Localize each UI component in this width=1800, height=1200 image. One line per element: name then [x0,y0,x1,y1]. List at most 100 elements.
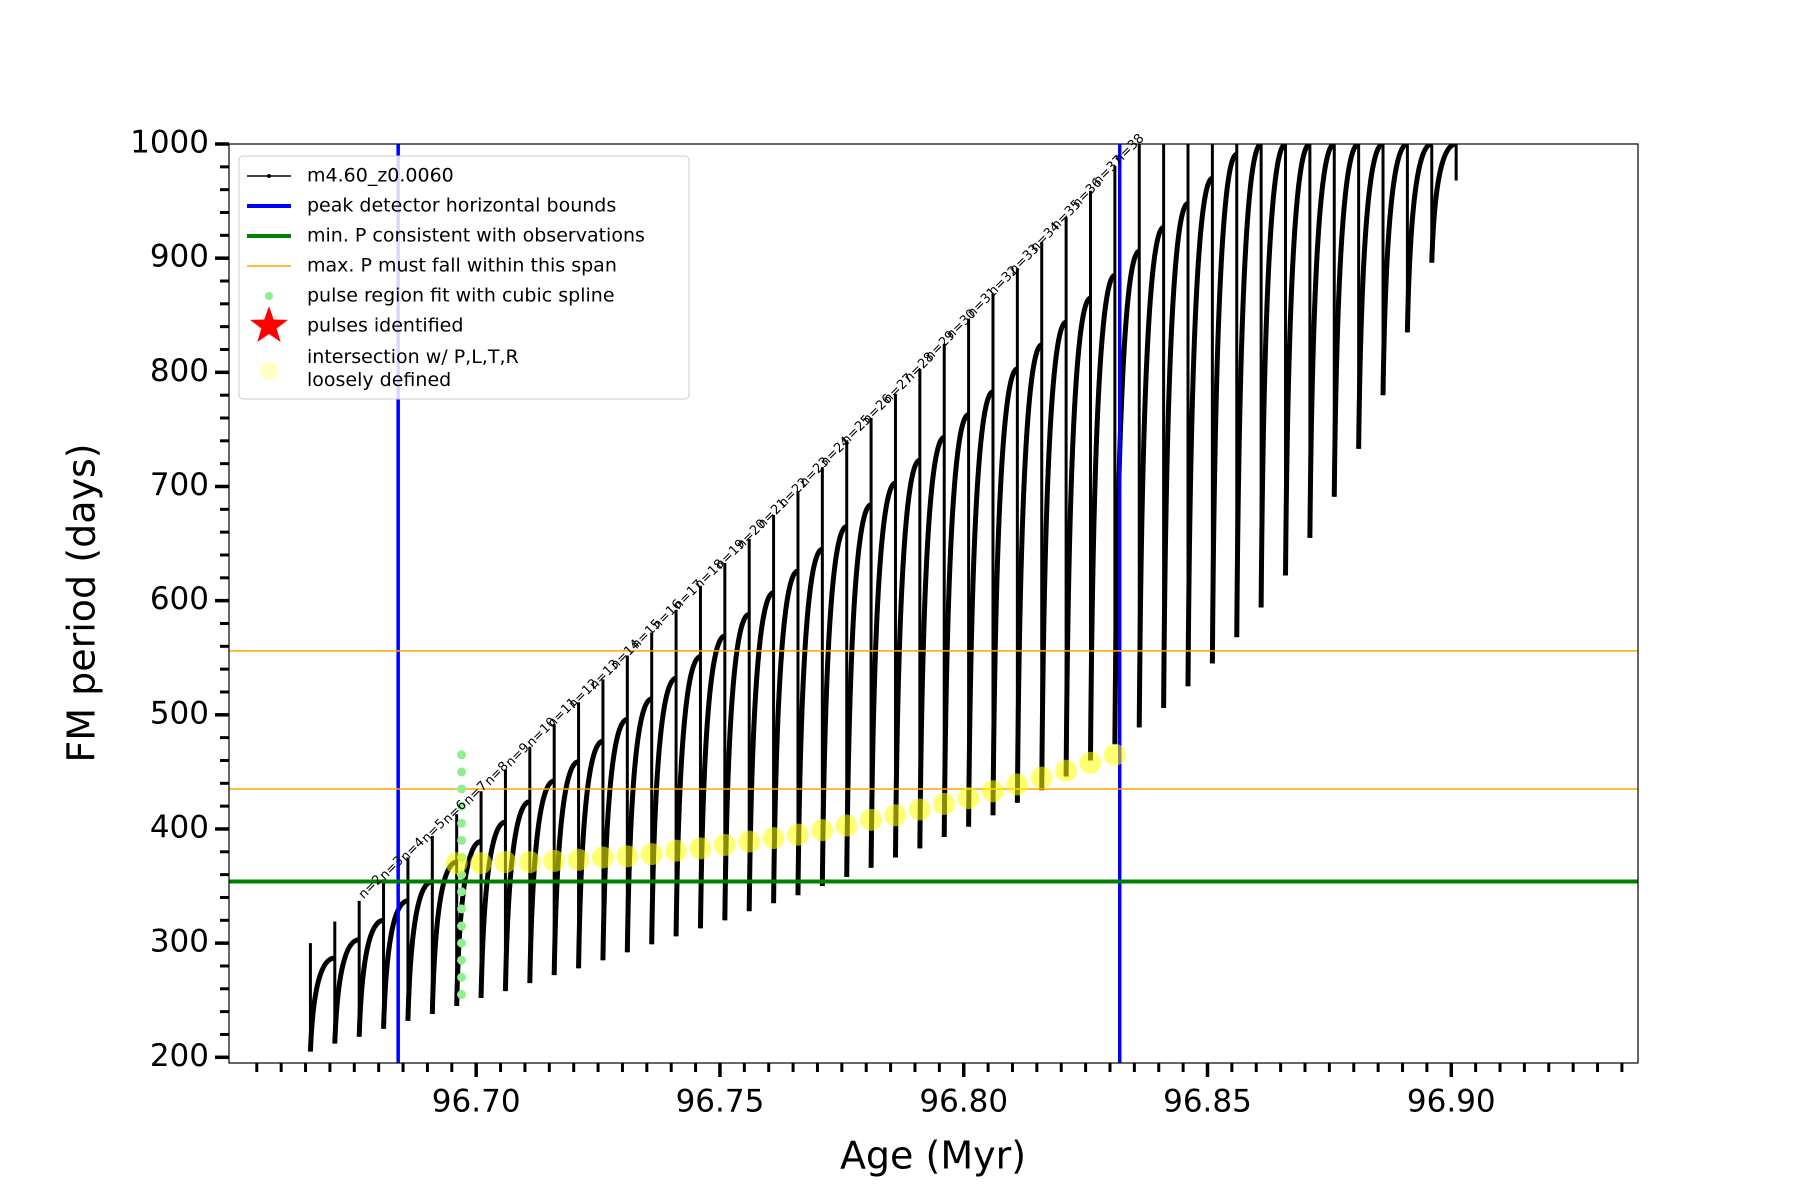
intersection-point [713,833,736,856]
axes: 200 300 400 500 600 700 800 900 1000 96.70 96.75 96… [130,125,1639,1120]
intersection-point [543,849,566,872]
intersection-point [640,843,663,866]
pulse-recovery [332,937,360,1044]
intersection-point [567,848,590,871]
intersection-point [470,852,493,875]
legend-label: min. P consistent with observations [307,225,645,247]
y-tick-label: 900 [150,239,209,275]
pulse-recovery [966,389,995,827]
intersection-point [591,846,614,869]
spline-point [457,921,467,931]
pulse-recovery [1283,144,1311,576]
x-tick-label: 96.90 [1407,1084,1496,1120]
intersection-point [616,845,639,868]
pulse-recovery [673,654,702,937]
pulse-recovery [405,878,433,1021]
pulse-recovery [1185,175,1214,687]
pulse-recovery [624,696,653,953]
pulse-recovery [1112,248,1141,745]
pulse-recovery [429,859,458,1014]
pulse-recovery [1209,151,1238,664]
intersection-point [1055,759,1078,782]
intersection-point [884,804,907,827]
intersection-point [762,827,785,850]
spline-point [457,767,467,777]
legend-handle [267,174,271,178]
intersection-point [1103,743,1126,766]
pulse-recovery [551,759,580,976]
y-tick-label: 400 [150,809,209,845]
y-tick-label: 200 [150,1038,209,1074]
pulse-recovery [1307,144,1336,538]
pulse-recovery [1234,144,1263,638]
intersection-point [860,808,883,831]
intersection-point [1006,773,1029,796]
intersection-point [1030,766,1053,789]
spline-point [457,972,467,982]
y-tick-label: 300 [150,924,209,960]
legend-handle [260,362,278,380]
pulse-recovery [1258,144,1287,608]
spline-point [457,818,467,828]
pulse-recovery [576,738,604,969]
intersection-point [518,851,541,874]
y-tick-label: 800 [150,353,209,389]
spline-point [457,835,467,845]
pulse-recovery [990,366,1019,816]
intersection-point [445,852,468,875]
pulse-recovery [1429,144,1457,263]
spline-point [457,955,467,965]
pulse-recovery [649,675,677,945]
plot-frame [228,143,1639,1064]
legend-label: peak detector horizontal bounds [307,195,616,217]
pulse-recovery [819,523,848,887]
pulse-recovery [1380,144,1409,396]
pulse-recovery [868,480,897,868]
x-tick-label: 96.75 [676,1084,765,1120]
intersection-point [1079,751,1102,774]
y-axis-label: FM period (days) [60,443,104,762]
intersection-point [494,851,517,874]
pulse-recovery [1039,319,1068,791]
y-tick-label: 600 [150,581,209,617]
spline-point [457,904,467,914]
intersection-point [933,792,956,815]
intersection-point [786,823,809,846]
pulse-recovery [746,590,775,912]
intersection-point [908,798,931,821]
intersection-point [835,814,858,837]
pulse-recovery [527,778,555,984]
spline-point [457,990,467,1000]
pulse-recovery [917,434,946,849]
pulse-recovery [381,898,409,1029]
spline-point [457,801,467,811]
spline-point [457,887,467,897]
legend-label: m4.60_z0.0060 [307,165,454,187]
legend-box [238,155,690,400]
pulse-recovery [600,716,629,961]
intersection-point [957,787,980,810]
spline-point [457,784,467,794]
legend-label: pulse region fit with cubic spline [307,285,615,307]
x-tick-label: 96.85 [1163,1084,1252,1120]
pulse-recovery [356,917,385,1037]
x-tick-label: 96.70 [432,1084,521,1120]
spline-point [457,750,467,760]
intersection-point [981,780,1004,803]
pulse-recovery [1331,144,1360,497]
pulse-recovery [697,633,726,929]
pulse-recovery [844,502,873,877]
pulse-recovery [892,457,921,858]
pulse-recovery [1404,144,1433,333]
legend-label: intersection w/ P,L,T,R loosely defined [307,346,519,391]
pulse-recovery [307,955,336,1052]
plot-area [229,144,1638,1063]
legend-label: max. P must fall within this span [307,255,617,277]
pulse-recovery [1136,224,1165,728]
y-tick-label: 1000 [130,125,209,161]
intersection-point [738,830,761,853]
legend-handle [249,306,289,343]
legend-handle [265,292,273,300]
